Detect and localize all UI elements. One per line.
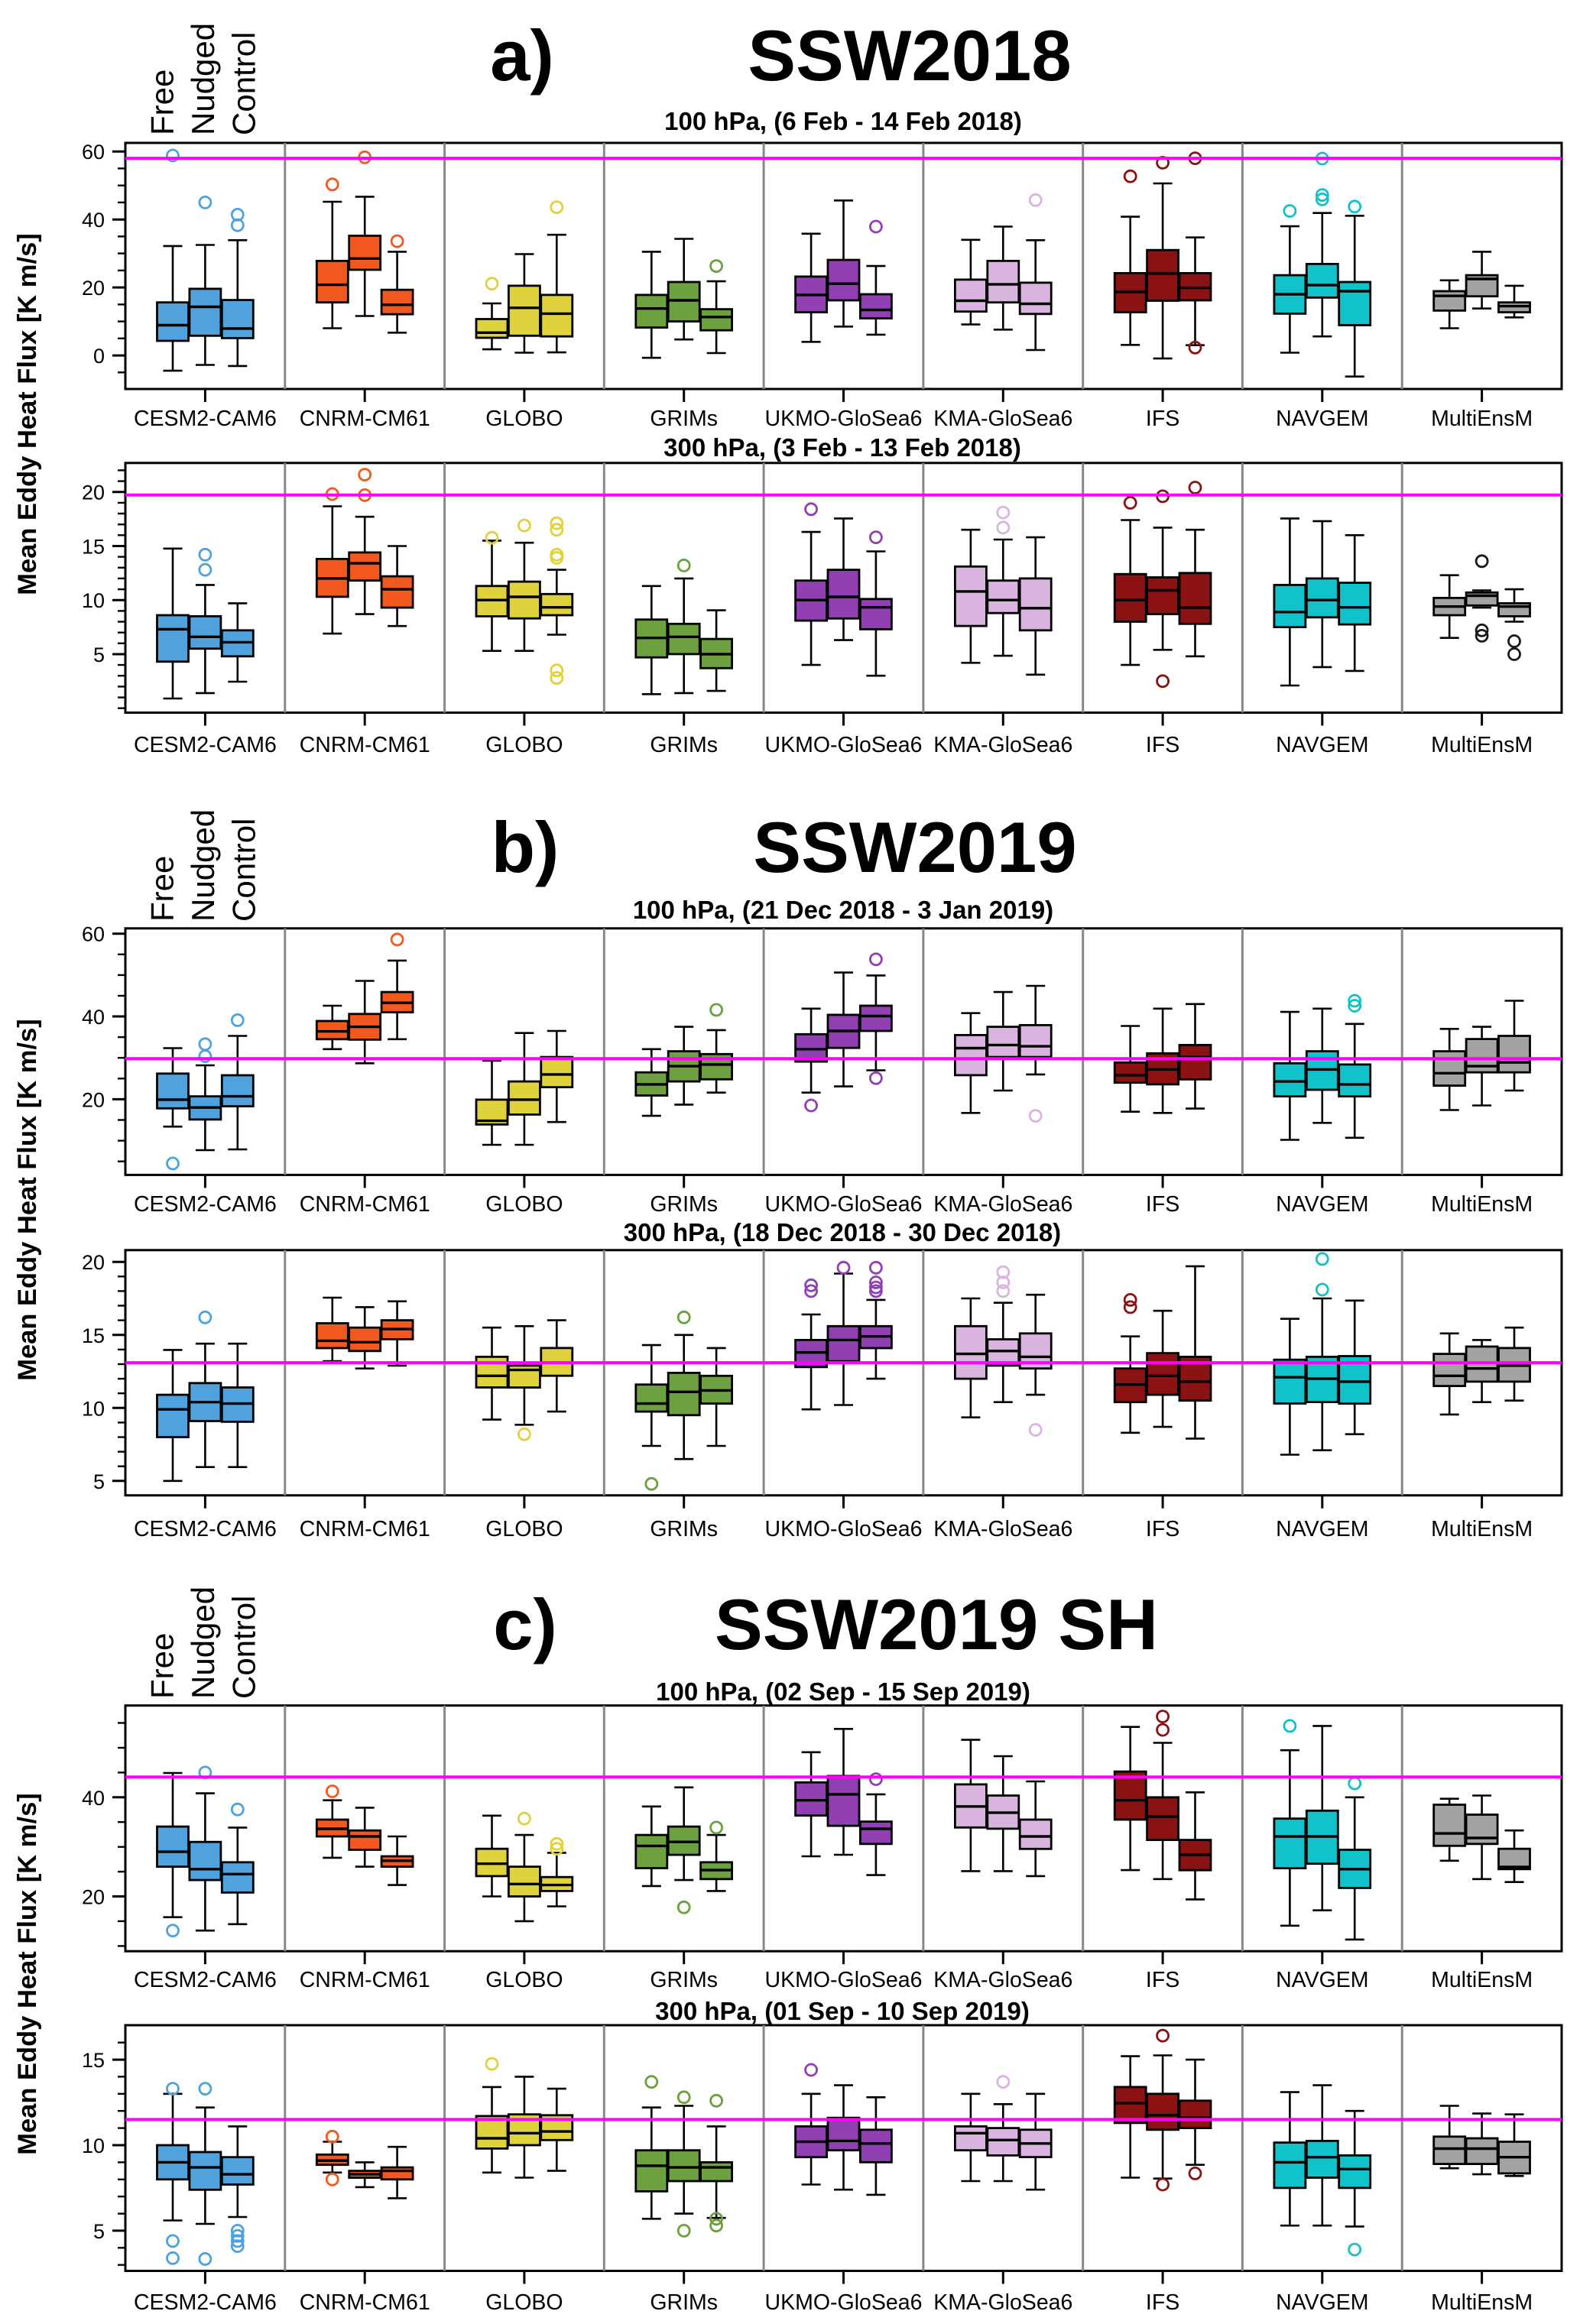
svg-text:a): a)	[490, 15, 554, 96]
svg-text:CNRM-CM61: CNRM-CM61	[300, 407, 430, 431]
svg-text:Nudged: Nudged	[185, 809, 221, 922]
svg-text:UKMO-GloSea6: UKMO-GloSea6	[765, 1192, 923, 1217]
svg-text:20: 20	[82, 1251, 105, 1274]
svg-text:MultiEnsM: MultiEnsM	[1431, 1517, 1533, 1541]
svg-text:Control: Control	[226, 818, 262, 922]
svg-text:10: 10	[82, 1397, 105, 1420]
svg-text:IFS: IFS	[1146, 407, 1179, 431]
svg-text:GLOBO: GLOBO	[485, 2290, 563, 2315]
svg-text:Mean Eddy Heat Flux [K m/s]: Mean Eddy Heat Flux [K m/s]	[13, 1019, 42, 1381]
svg-text:40: 40	[82, 209, 105, 232]
svg-text:Mean Eddy Heat Flux [K m/s]: Mean Eddy Heat Flux [K m/s]	[13, 1793, 42, 2155]
svg-text:5: 5	[93, 643, 105, 666]
svg-text:UKMO-GloSea6: UKMO-GloSea6	[765, 733, 923, 757]
svg-text:GLOBO: GLOBO	[485, 1517, 563, 1541]
svg-text:CESM2-CAM6: CESM2-CAM6	[134, 1517, 277, 1541]
svg-text:100 hPa, (21 Dec 2018 - 3 Jan: 100 hPa, (21 Dec 2018 - 3 Jan 2019)	[633, 896, 1053, 924]
svg-text:Free: Free	[144, 70, 180, 135]
svg-text:MultiEnsM: MultiEnsM	[1431, 407, 1533, 431]
svg-text:GRIMs: GRIMs	[650, 733, 718, 757]
svg-text:300 hPa, (01 Sep - 10 Sep 2019: 300 hPa, (01 Sep - 10 Sep 2019)	[655, 1997, 1030, 2025]
svg-text:NAVGEM: NAVGEM	[1276, 1192, 1368, 1217]
svg-text:GRIMs: GRIMs	[650, 1192, 718, 1217]
svg-text:CESM2-CAM6: CESM2-CAM6	[134, 1968, 277, 1992]
svg-text:KMA-GloSea6: KMA-GloSea6	[933, 1517, 1072, 1541]
svg-text:5: 5	[93, 1470, 105, 1493]
svg-text:KMA-GloSea6: KMA-GloSea6	[933, 1968, 1072, 1992]
svg-text:MultiEnsM: MultiEnsM	[1431, 733, 1533, 757]
svg-text:c): c)	[493, 1584, 557, 1664]
svg-text:CNRM-CM61: CNRM-CM61	[300, 1517, 430, 1541]
svg-text:NAVGEM: NAVGEM	[1276, 1968, 1368, 1992]
svg-text:20: 20	[82, 277, 105, 300]
svg-text:IFS: IFS	[1146, 1192, 1179, 1217]
svg-text:KMA-GloSea6: KMA-GloSea6	[933, 2290, 1072, 2315]
svg-text:40: 40	[82, 1787, 105, 1810]
svg-text:GLOBO: GLOBO	[485, 1968, 563, 1992]
svg-text:300 hPa, (3 Feb - 13 Feb 2018): 300 hPa, (3 Feb - 13 Feb 2018)	[663, 433, 1021, 462]
svg-text:15: 15	[82, 536, 105, 559]
svg-text:GRIMs: GRIMs	[650, 1968, 718, 1992]
svg-text:IFS: IFS	[1146, 1968, 1179, 1992]
svg-text:UKMO-GloSea6: UKMO-GloSea6	[765, 2290, 923, 2315]
svg-text:NAVGEM: NAVGEM	[1276, 407, 1368, 431]
svg-text:Nudged: Nudged	[185, 1587, 221, 1699]
svg-text:CESM2-CAM6: CESM2-CAM6	[134, 407, 277, 431]
svg-text:UKMO-GloSea6: UKMO-GloSea6	[765, 1968, 923, 1992]
svg-text:CNRM-CM61: CNRM-CM61	[300, 2290, 430, 2315]
svg-text:CESM2-CAM6: CESM2-CAM6	[134, 733, 277, 757]
svg-text:KMA-GloSea6: KMA-GloSea6	[933, 407, 1072, 431]
svg-text:GRIMs: GRIMs	[650, 407, 718, 431]
svg-text:GLOBO: GLOBO	[485, 407, 563, 431]
svg-text:IFS: IFS	[1146, 2290, 1179, 2315]
svg-text:Nudged: Nudged	[185, 23, 221, 135]
svg-text:15: 15	[82, 2049, 105, 2072]
svg-text:IFS: IFS	[1146, 1517, 1179, 1541]
svg-text:10: 10	[82, 2134, 105, 2157]
svg-text:15: 15	[82, 1324, 105, 1347]
svg-text:IFS: IFS	[1146, 733, 1179, 757]
svg-text:GRIMs: GRIMs	[650, 2290, 718, 2315]
svg-text:20: 20	[82, 1088, 105, 1111]
svg-text:100 hPa, (6 Feb - 14 Feb 2018): 100 hPa, (6 Feb - 14 Feb 2018)	[664, 107, 1022, 135]
svg-text:NAVGEM: NAVGEM	[1276, 733, 1368, 757]
svg-text:Control: Control	[226, 1596, 262, 1699]
svg-text:300 hPa, (18 Dec 2018 - 30 Dec: 300 hPa, (18 Dec 2018 - 30 Dec 2018)	[624, 1218, 1061, 1246]
svg-text:NAVGEM: NAVGEM	[1276, 1517, 1368, 1541]
svg-text:CNRM-CM61: CNRM-CM61	[300, 1192, 430, 1217]
svg-text:GLOBO: GLOBO	[485, 733, 563, 757]
svg-text:b): b)	[492, 807, 560, 887]
svg-text:60: 60	[82, 923, 105, 946]
svg-text:SSW2019 SH: SSW2019 SH	[715, 1584, 1158, 1664]
svg-text:40: 40	[82, 1006, 105, 1029]
svg-text:100 hPa, (02 Sep - 15 Sep 2019: 100 hPa, (02 Sep - 15 Sep 2019)	[656, 1677, 1030, 1706]
svg-text:MultiEnsM: MultiEnsM	[1431, 2290, 1533, 2315]
svg-text:Free: Free	[144, 1633, 180, 1699]
svg-text:CESM2-CAM6: CESM2-CAM6	[134, 1192, 277, 1217]
svg-text:UKMO-GloSea6: UKMO-GloSea6	[765, 407, 923, 431]
svg-text:20: 20	[82, 1886, 105, 1909]
svg-text:20: 20	[82, 481, 105, 504]
svg-text:KMA-GloSea6: KMA-GloSea6	[933, 1192, 1072, 1217]
svg-text:MultiEnsM: MultiEnsM	[1431, 1192, 1533, 1217]
svg-text:SSW2019: SSW2019	[753, 807, 1076, 887]
svg-text:5: 5	[93, 2220, 105, 2243]
svg-text:0: 0	[93, 345, 105, 368]
svg-text:NAVGEM: NAVGEM	[1276, 2290, 1368, 2315]
svg-text:Free: Free	[144, 856, 180, 922]
svg-text:GRIMs: GRIMs	[650, 1517, 718, 1541]
svg-text:60: 60	[82, 141, 105, 164]
svg-text:Mean Eddy Heat Flux [K m/s]: Mean Eddy Heat Flux [K m/s]	[13, 233, 42, 595]
svg-text:Control: Control	[226, 32, 262, 135]
svg-text:CNRM-CM61: CNRM-CM61	[300, 733, 430, 757]
svg-text:MultiEnsM: MultiEnsM	[1431, 1968, 1533, 1992]
svg-text:GLOBO: GLOBO	[485, 1192, 563, 1217]
svg-text:CESM2-CAM6: CESM2-CAM6	[134, 2290, 277, 2315]
svg-text:SSW2018: SSW2018	[748, 15, 1071, 96]
svg-text:CNRM-CM61: CNRM-CM61	[300, 1968, 430, 1992]
svg-text:10: 10	[82, 589, 105, 612]
svg-text:UKMO-GloSea6: UKMO-GloSea6	[765, 1517, 923, 1541]
svg-text:KMA-GloSea6: KMA-GloSea6	[933, 733, 1072, 757]
